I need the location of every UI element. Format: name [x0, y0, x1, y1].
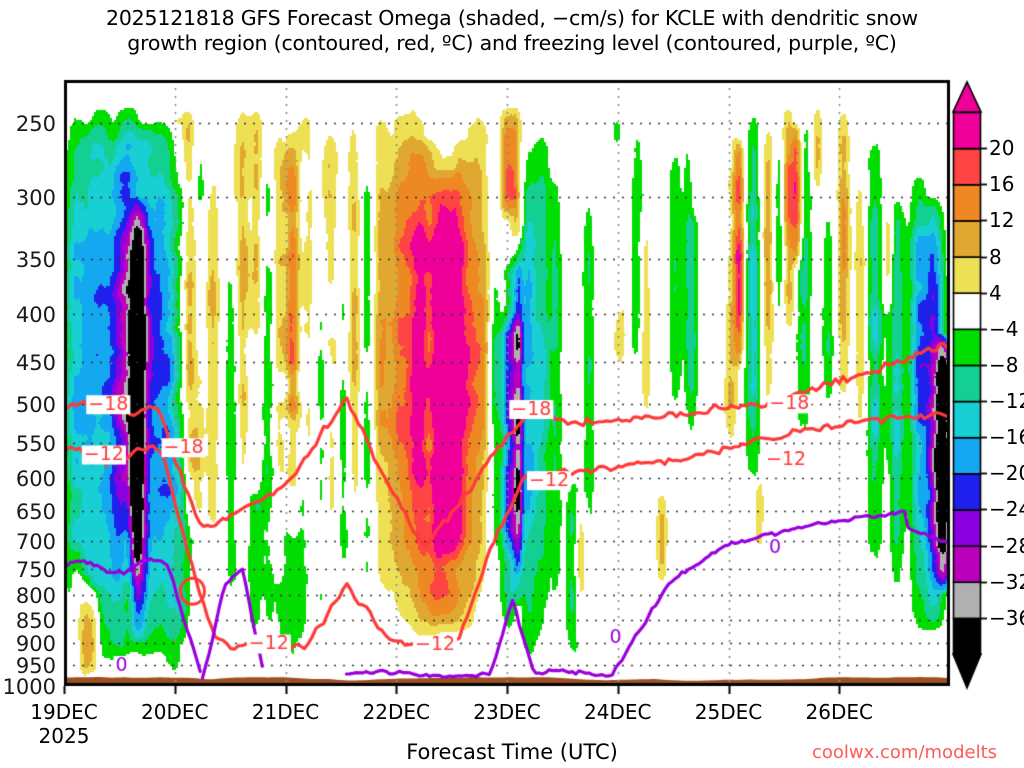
y-tick-900: 900 — [15, 632, 56, 657]
x-tick-20DEC: 20DEC — [141, 700, 209, 724]
y-tick-950: 950 — [15, 654, 56, 679]
colorbar-tick-minus8: −8 — [989, 352, 1019, 377]
y-tick-450: 450 — [15, 350, 56, 375]
y-tick-750: 750 — [15, 558, 56, 583]
x-tick-22DEC: 22DEC — [362, 700, 430, 724]
colorbar-tick-minus20: −20 — [989, 461, 1024, 486]
x-tick-21DEC: 21DEC — [251, 700, 320, 724]
colorbar-tick-20: 20 — [989, 136, 1015, 161]
colorbar-tick-minus32: −32 — [989, 569, 1024, 594]
colorbar-tick-4: 4 — [989, 280, 1002, 305]
colorbar-tick-minus12: −12 — [989, 389, 1024, 414]
y-tick-550: 550 — [15, 432, 56, 457]
y-tick-850: 850 — [15, 608, 56, 633]
colorbar-tick-minus28: −28 — [989, 533, 1024, 558]
colorbar-tick-minus24: −24 — [989, 497, 1024, 522]
x-tick-19DEC: 19DEC — [30, 700, 98, 724]
x-tick-25DEC: 25DEC — [694, 700, 763, 724]
colorbar-tick-minus4: −4 — [989, 316, 1019, 341]
x-axis-year-label: 2025 — [38, 724, 90, 748]
x-tick-24DEC: 24DEC — [584, 700, 652, 724]
y-tick-350: 350 — [15, 248, 56, 273]
colorbar-tick-minus36: −36 — [989, 605, 1024, 630]
colorbar-tick-8: 8 — [989, 244, 1002, 269]
x-tick-26DEC: 26DEC — [805, 700, 873, 724]
y-tick-500: 500 — [15, 393, 56, 418]
y-tick-600: 600 — [15, 467, 56, 492]
colorbar-tick-minus16: −16 — [989, 425, 1024, 450]
source-watermark: coolwx.com/modelts — [812, 742, 998, 763]
y-tick-400: 400 — [15, 302, 56, 327]
colorbar-tick-16: 16 — [989, 172, 1015, 197]
y-tick-650: 650 — [15, 499, 56, 524]
colorbar-tick-12: 12 — [989, 208, 1015, 233]
x-tick-23DEC: 23DEC — [473, 700, 541, 724]
y-tick-300: 300 — [15, 185, 56, 210]
y-tick-700: 700 — [15, 530, 56, 555]
x-axis-title: Forecast Time (UTC) — [406, 740, 618, 764]
y-tick-250: 250 — [15, 111, 56, 136]
y-tick-800: 800 — [15, 584, 56, 609]
y-tick-1000: 1000 — [2, 675, 56, 699]
